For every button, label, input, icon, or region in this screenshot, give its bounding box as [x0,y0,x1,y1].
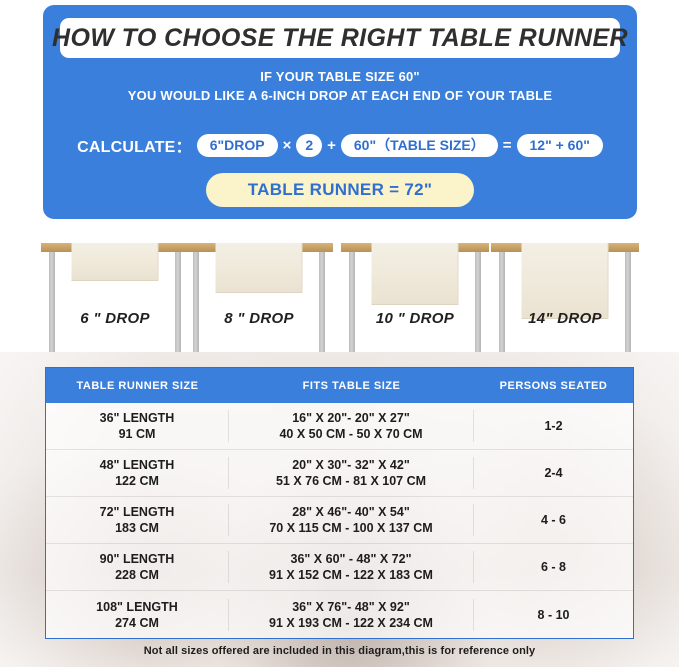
cell-fits-table-size: 36" X 60" - 48" X 72" 91 X 152 CM - 122 … [229,551,474,583]
table-leg-left [49,252,55,352]
cell-persons-seated: 6 - 8 [540,560,566,574]
equals-symbol: = [502,136,512,154]
fits-size-cm: 40 X 50 CM - 50 X 70 CM [279,427,423,441]
drop-label: 8 " DROP [224,310,294,327]
header-panel: HOW TO CHOOSE THE RIGHT TABLE RUNNER IF … [43,5,637,219]
table-row: 72" LENGTH 183 CM 28" X 46"- 40" X 54" 7… [46,497,633,544]
cell-fits-table-size: 20" X 30"- 32" X 42" 51 X 76 CM - 81 X 1… [229,457,474,489]
column-header-runner-size: TABLE RUNNER SIZE [76,379,199,392]
tabletop-left [491,243,545,252]
runner-size-cm: 183 CM [115,521,159,535]
cell-runner-size: 108" LENGTH 274 CM [46,598,229,631]
cell-runner-size: 48" LENGTH 122 CM [46,457,229,489]
table-leg-right [475,252,481,352]
table-size-pill: 60"（TABLE SIZE） [340,133,498,157]
fits-size-cm: 91 X 152 CM - 122 X 183 CM [269,568,433,582]
plus-symbol: + [327,136,336,154]
fits-size-inches: 36" X 60" - 48" X 72" [290,552,412,566]
cell-persons-seated: 2-4 [544,466,563,480]
runner-size-cm: 91 CM [118,427,156,441]
cell-fits-table-size: 36" X 76"- 48" X 92" 91 X 193 CM - 122 X… [229,598,474,631]
tabletop-left [41,243,95,252]
tabletop-right [435,243,489,252]
drop-illustration-6: 6 " DROP [41,228,189,352]
table-leg-left [193,252,199,352]
table-header-row: TABLE RUNNER SIZE FITS TABLE SIZE PERSON… [46,368,633,403]
multiplier-pill: 2 [296,133,323,157]
cell-fits-table-size: 28" X 46"- 40" X 54" 70 X 115 CM - 100 X… [229,504,474,536]
table-row: 48" LENGTH 122 CM 20" X 30"- 32" X 42" 5… [46,450,633,497]
drop-illustration-14: 14" DROP [491,228,639,352]
result-pill: TABLE RUNNER = 72" [206,173,474,207]
calculation-row: CALCULATE： 6"DROP × 2 + 60"（TABLE SIZE） … [43,133,637,157]
fits-size-inches: 20" X 30"- 32" X 42" [292,458,410,472]
runner-size-inches: 48" LENGTH [99,458,175,472]
fits-size-inches: 16" X 20"- 20" X 27" [292,411,410,425]
fits-size-inches: 28" X 46"- 40" X 54" [292,505,410,519]
drop-illustrations: 6 " DROP 8 " DROP 10 " DROP 14" DROP [0,228,679,352]
size-chart-table: TABLE RUNNER SIZE FITS TABLE SIZE PERSON… [45,367,634,639]
cell-runner-size: 90" LENGTH 228 CM [46,551,229,583]
fits-size-cm: 70 X 115 CM - 100 X 137 CM [269,521,433,535]
table-runner-cloth [71,243,159,281]
cell-persons-seated: 1-2 [544,419,563,433]
table-leg-left [349,252,355,352]
column-header-persons-seated: PERSONS SEATED [499,379,608,392]
runner-size-inches: 36" LENGTH [99,411,175,425]
subtitle-block: IF YOUR TABLE SIZE 60" YOU WOULD LIKE A … [43,67,637,105]
table-leg-right [625,252,631,352]
drop-label: 6 " DROP [80,310,150,327]
runner-size-cm: 122 CM [115,474,159,488]
cell-runner-size: 72" LENGTH 183 CM [46,504,229,536]
cell-persons-seated: 4 - 6 [540,513,566,527]
runner-size-cm: 228 CM [115,568,159,582]
drop-illustration-8: 8 " DROP [185,228,333,352]
table-leg-right [319,252,325,352]
runner-size-inches: 90" LENGTH [99,552,175,566]
runner-size-cm: 274 CM [115,615,159,630]
runner-size-inches: 108" LENGTH [96,599,178,614]
title-plate: HOW TO CHOOSE THE RIGHT TABLE RUNNER [52,18,628,58]
table-leg-right [175,252,181,352]
tabletop-right [135,243,189,252]
tabletop-left [185,243,239,252]
fits-size-inches: 36" X 76"- 48" X 92" [292,599,410,614]
table-row: 36" LENGTH 91 CM 16" X 20"- 20" X 27" 40… [46,403,633,450]
subtitle-line-2: YOU WOULD LIKE A 6-INCH DROP AT EACH END… [127,88,553,103]
cell-persons-seated: 8 - 10 [537,607,570,622]
tabletop-right [279,243,333,252]
table-runner-cloth [371,243,459,305]
table-row: 90" LENGTH 228 CM 36" X 60" - 48" X 72" … [46,544,633,591]
table-row: 108" LENGTH 274 CM 36" X 76"- 48" X 92" … [46,591,633,638]
multiply-symbol: × [282,136,292,154]
tabletop-left [341,243,395,252]
tabletop-right [585,243,639,252]
table-runner-cloth [215,243,303,293]
table-leg-left [499,252,505,352]
drop-pill: 6"DROP [196,133,278,157]
fits-size-cm: 91 X 193 CM - 122 X 234 CM [269,615,433,630]
cell-fits-table-size: 16" X 20"- 20" X 27" 40 X 50 CM - 50 X 7… [229,410,474,442]
sum-pill: 12" + 60" [516,133,603,157]
cell-runner-size: 36" LENGTH 91 CM [46,410,229,442]
drop-label: 10 " DROP [375,310,455,327]
drop-label: 14" DROP [528,310,602,327]
drop-illustration-10: 10 " DROP [341,228,489,352]
calculate-label: CALCULATE： [77,139,192,156]
column-header-fits-table-size: FITS TABLE SIZE [302,379,401,392]
subtitle-line-1: IF YOUR TABLE SIZE 60" [260,69,420,84]
runner-size-inches: 72" LENGTH [99,505,175,519]
page-title: HOW TO CHOOSE THE RIGHT TABLE RUNNER [52,23,628,52]
table-runner-cloth [521,243,609,319]
footnote-text: Not all sizes offered are included in th… [143,645,536,657]
fits-size-cm: 51 X 76 CM - 81 X 107 CM [275,474,427,488]
